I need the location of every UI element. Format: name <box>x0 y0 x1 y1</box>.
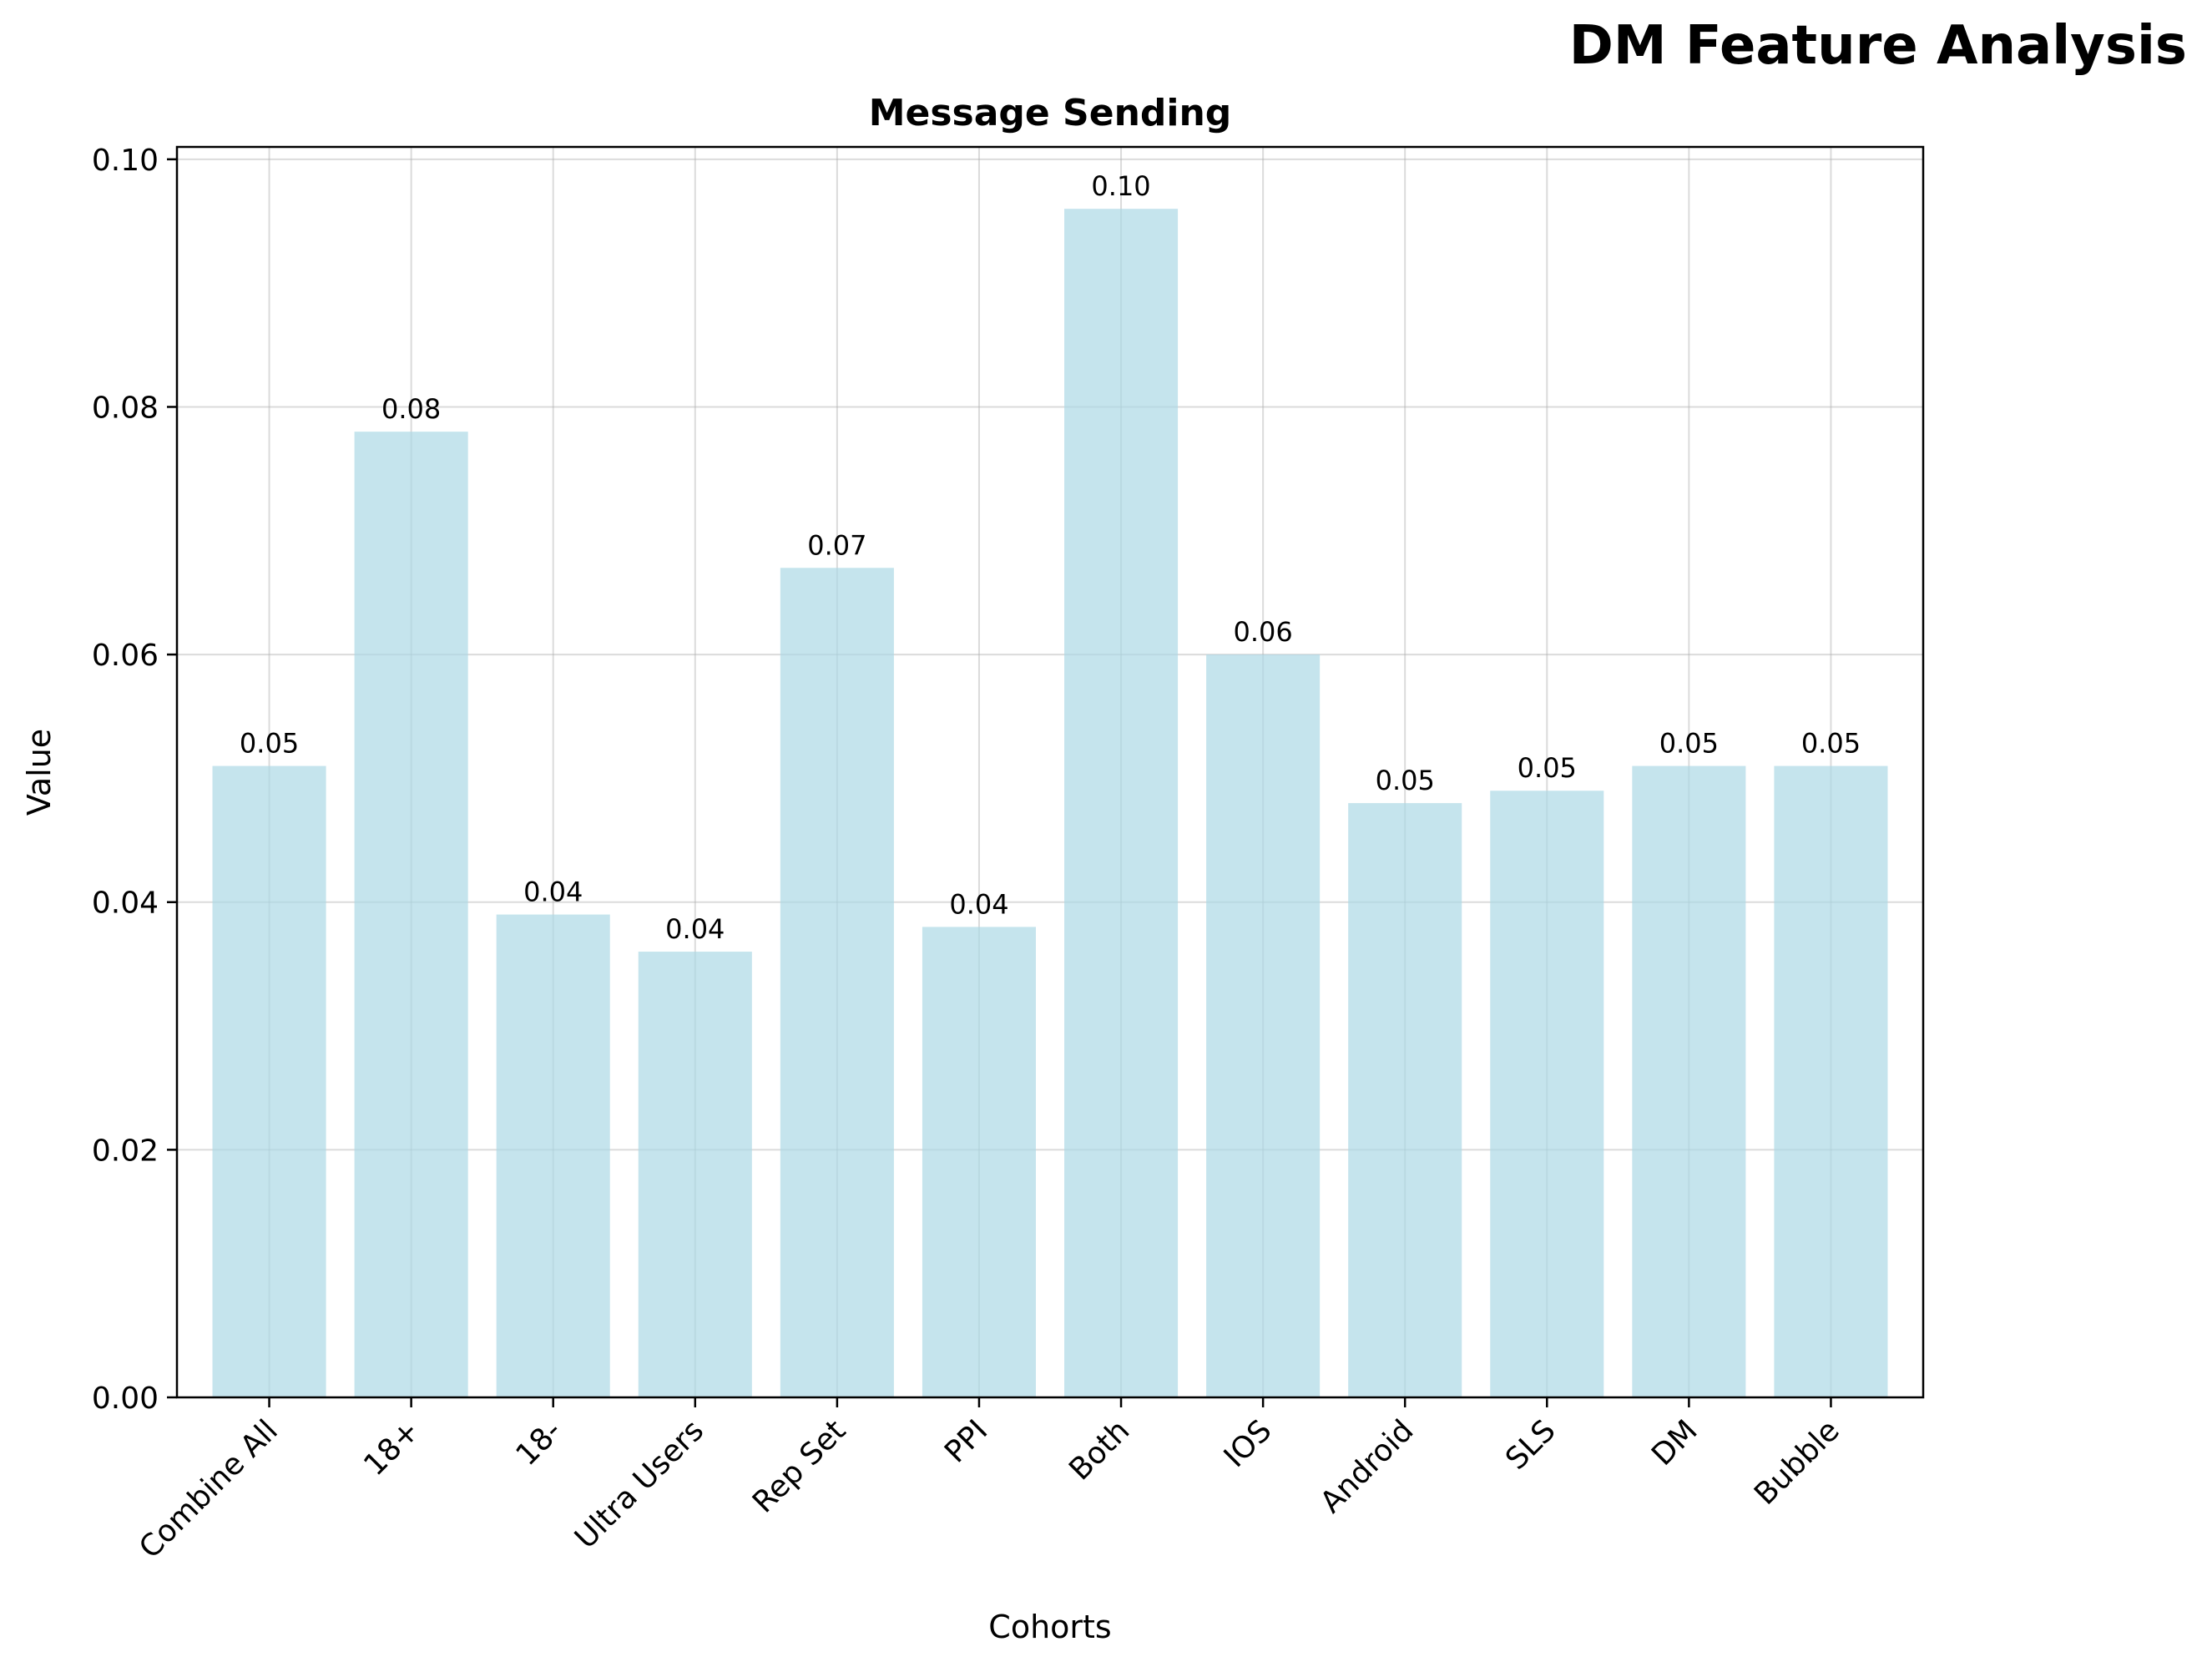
chart-title: Message Sending <box>869 92 1232 134</box>
bar-value-label: 0.04 <box>523 876 583 908</box>
bar-rep-set <box>780 568 894 1397</box>
bar-value-label: 0.05 <box>240 728 299 760</box>
x-tick-label: IOS <box>1218 1413 1279 1474</box>
x-tick-label: DM <box>1645 1413 1704 1472</box>
y-tick-label: 0.02 <box>92 1134 159 1168</box>
bar-dm <box>1632 765 1746 1397</box>
bars <box>212 209 1888 1398</box>
bar-combine-all <box>212 765 326 1397</box>
x-tick-label: Rep Set <box>746 1413 852 1519</box>
x-tick-label: PPI <box>938 1413 994 1469</box>
bar-value-label: 0.05 <box>1801 728 1861 760</box>
bar-bubble <box>1774 765 1888 1397</box>
y-tick-label: 0.10 <box>92 144 159 178</box>
bar-value-label: 0.05 <box>1376 765 1435 796</box>
x-axis-label: Cohorts <box>988 1609 1111 1645</box>
x-tick-label: 18+ <box>357 1413 427 1483</box>
plot-frame <box>175 145 1925 1399</box>
data-labels: 0.05 0.08 0.04 0.04 0.07 0.04 0.10 0.06 0.05 0.05… <box>240 170 1861 945</box>
x-tick-label: Combine All <box>133 1413 285 1565</box>
x-tick-label: 18- <box>510 1413 569 1472</box>
bar-value-label: 0.04 <box>665 913 725 945</box>
y-axis-label: Value <box>21 729 58 816</box>
bar-value-label: 0.10 <box>1091 170 1150 202</box>
x-tick-label: Bubble <box>1748 1413 1846 1512</box>
x-tick-label: SLS <box>1499 1413 1562 1476</box>
bar-android <box>1348 803 1462 1397</box>
y-tick-label: 0.00 <box>92 1382 159 1416</box>
bar-ios <box>1206 654 1321 1397</box>
bar-both <box>1064 209 1179 1397</box>
bar-18- <box>496 914 610 1397</box>
bar-value-label: 0.05 <box>1518 752 1577 784</box>
y-tick-label: 0.08 <box>92 391 159 425</box>
x-tick-label: Ultra Users <box>568 1413 710 1555</box>
bar-value-label: 0.05 <box>1659 728 1719 760</box>
y-tick-label: 0.06 <box>92 639 159 673</box>
bar-18- <box>354 432 468 1398</box>
x-tick-label: Both <box>1063 1413 1136 1487</box>
y-tick-label: 0.04 <box>92 887 159 921</box>
bar-ultra-users <box>638 952 752 1397</box>
bar-value-label: 0.04 <box>949 888 1008 920</box>
x-tick-label: Android <box>1314 1413 1420 1519</box>
bar-value-label: 0.06 <box>1233 616 1292 648</box>
bar-value-label: 0.07 <box>807 529 866 561</box>
bar-ppi <box>922 927 1036 1397</box>
figure-suptitle: DM Feature Analysis <box>1568 15 2187 77</box>
bar-sls <box>1490 791 1604 1397</box>
bar-value-label: 0.08 <box>381 393 441 425</box>
